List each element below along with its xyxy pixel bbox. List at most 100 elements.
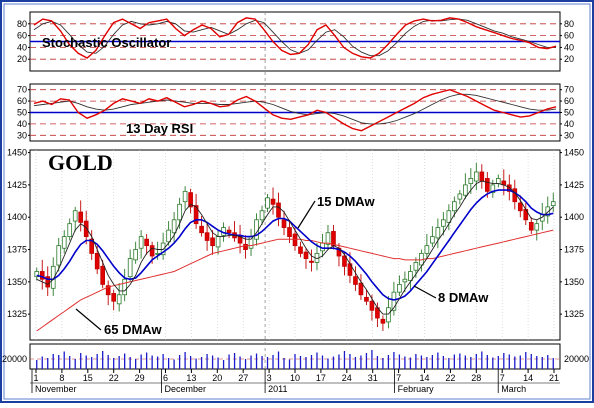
candle-body bbox=[517, 202, 523, 212]
candle-body bbox=[474, 171, 479, 182]
month-label: November bbox=[35, 384, 77, 394]
stochastic-label: Stochastic Oscillator bbox=[42, 35, 171, 50]
candle-body bbox=[468, 178, 474, 185]
candle-body bbox=[105, 285, 111, 296]
y-tick-right: 70 bbox=[564, 85, 574, 95]
candle-body bbox=[545, 206, 551, 217]
gold-title: GOLD bbox=[48, 150, 113, 175]
candle-body bbox=[391, 291, 397, 311]
x-tick-label: 10 bbox=[290, 373, 300, 383]
y-tick-left: 30 bbox=[17, 130, 27, 140]
candle-body bbox=[309, 260, 314, 263]
candle-body bbox=[127, 258, 133, 278]
candle-body bbox=[397, 284, 402, 293]
stoch-d-line bbox=[33, 18, 556, 57]
candle-body bbox=[100, 265, 106, 285]
y-tick-right: 80 bbox=[564, 19, 574, 29]
candle-body bbox=[380, 318, 386, 324]
candle-body bbox=[144, 238, 149, 247]
candle-body bbox=[506, 184, 512, 192]
candle-body bbox=[446, 210, 452, 223]
candle-body bbox=[72, 210, 78, 222]
rsi-line bbox=[33, 88, 557, 132]
candle-body bbox=[331, 231, 336, 247]
candle-body bbox=[479, 171, 485, 182]
candle-body bbox=[528, 221, 534, 231]
candle-body bbox=[149, 245, 155, 257]
candle-body bbox=[248, 236, 254, 249]
candle-body bbox=[116, 294, 122, 305]
candle-body bbox=[111, 293, 116, 302]
y-tick-left: 40 bbox=[17, 42, 27, 52]
rsi-label: 13 Day RSI bbox=[126, 121, 193, 136]
y-tick-right: 1425 bbox=[564, 180, 584, 190]
candle-body bbox=[495, 178, 501, 185]
x-tick-label: 14 bbox=[523, 373, 533, 383]
y-tick-right: 1375 bbox=[564, 245, 584, 255]
y-tick-right: 30 bbox=[564, 130, 574, 140]
x-tick-label: 3 bbox=[267, 373, 272, 383]
y-tick-left: 1350 bbox=[7, 277, 27, 287]
candle-body bbox=[364, 296, 369, 302]
candle-body bbox=[39, 271, 45, 280]
candle-body bbox=[199, 225, 204, 234]
x-tick-label: 1 bbox=[33, 373, 38, 383]
x-tick-label: 14 bbox=[419, 373, 429, 383]
x-tick-label: 27 bbox=[238, 373, 248, 383]
candle-body bbox=[298, 246, 303, 254]
candle-body bbox=[369, 300, 375, 311]
pointer-15dmaw bbox=[297, 200, 316, 229]
candle-body bbox=[490, 184, 496, 194]
y-tick-left: 1375 bbox=[7, 245, 27, 255]
y-tick-left: 1425 bbox=[7, 180, 27, 190]
y-tick-right: 1400 bbox=[564, 212, 584, 222]
candle-body bbox=[45, 276, 51, 288]
month-label: December bbox=[165, 384, 207, 394]
y-tick-left: 60 bbox=[17, 31, 27, 41]
candle-body bbox=[441, 219, 446, 227]
candle-body bbox=[122, 278, 127, 296]
candle-body bbox=[424, 245, 430, 254]
candle-body bbox=[34, 271, 40, 278]
x-tick-label: 7 bbox=[396, 373, 401, 383]
x-tick-label: 31 bbox=[368, 373, 378, 383]
y-tick-right: 1450 bbox=[564, 148, 584, 158]
candle-body bbox=[226, 229, 232, 234]
candle-body bbox=[177, 203, 182, 221]
candle-body bbox=[292, 233, 298, 247]
x-tick-label: 8 bbox=[59, 373, 64, 383]
month-label: 2011 bbox=[268, 384, 287, 394]
stoch-k-line bbox=[33, 17, 557, 59]
month-label: March bbox=[501, 384, 526, 394]
candle-body bbox=[61, 236, 67, 249]
candle-body bbox=[534, 223, 540, 231]
candle-body bbox=[353, 276, 358, 285]
pointer-65dmaw bbox=[75, 308, 102, 331]
volume-tick-left: 20000 bbox=[2, 354, 27, 364]
candle-body bbox=[358, 282, 364, 296]
month-label: February bbox=[398, 384, 435, 394]
x-tick-label: 24 bbox=[342, 373, 352, 383]
y-tick-right: 40 bbox=[564, 42, 574, 52]
x-tick-label: 15 bbox=[83, 373, 93, 383]
candle-body bbox=[325, 232, 331, 245]
annotation-65dmaw: 65 DMAw bbox=[104, 322, 162, 337]
candle-body bbox=[386, 307, 391, 323]
candle-body bbox=[303, 251, 309, 259]
candle-body bbox=[408, 271, 413, 281]
candle-body bbox=[463, 184, 468, 196]
y-tick-right: 40 bbox=[564, 119, 574, 129]
candle-body bbox=[78, 211, 84, 223]
y-tick-right: 60 bbox=[564, 96, 574, 106]
x-tick-label: 28 bbox=[471, 373, 481, 383]
x-tick-label: 6 bbox=[163, 373, 168, 383]
x-tick-label: 22 bbox=[109, 373, 119, 383]
y-tick-left: 1325 bbox=[7, 309, 27, 319]
candle-body bbox=[215, 236, 221, 248]
candle-body bbox=[265, 197, 270, 209]
y-tick-right: 20 bbox=[564, 54, 574, 64]
pointer-8dmaw bbox=[413, 285, 437, 299]
ma8-line bbox=[36, 180, 554, 315]
x-tick-label: 29 bbox=[135, 373, 145, 383]
